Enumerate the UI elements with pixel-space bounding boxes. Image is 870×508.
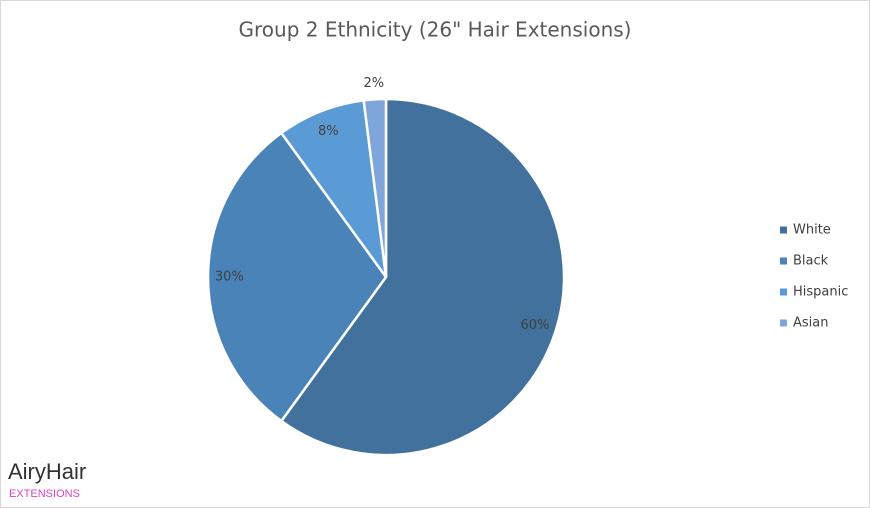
- legend-swatch: [780, 257, 787, 265]
- data-label: 30%: [215, 270, 244, 285]
- legend-label: Asian: [793, 316, 828, 331]
- data-label: 2%: [364, 76, 385, 91]
- legend-swatch: [780, 226, 787, 234]
- data-label: 8%: [318, 124, 339, 139]
- watermark-brand: AiryHair: [8, 459, 86, 484]
- pie-slice: [279, 99, 388, 278]
- legend-label: White: [793, 223, 831, 238]
- watermark-tagline: EXTENSIONS: [9, 488, 80, 500]
- legend-label: Black: [793, 254, 829, 269]
- data-label: 60%: [521, 318, 550, 333]
- pie-slice: [362, 97, 388, 278]
- chart-title: Group 2 Ethnicity (26" Hair Extensions): [239, 18, 632, 42]
- legend-label: Hispanic: [793, 285, 848, 300]
- pie-slice: [206, 131, 388, 423]
- pie-slice: [279, 97, 566, 457]
- legend-swatch: [780, 319, 787, 327]
- legend-swatch: [780, 288, 787, 296]
